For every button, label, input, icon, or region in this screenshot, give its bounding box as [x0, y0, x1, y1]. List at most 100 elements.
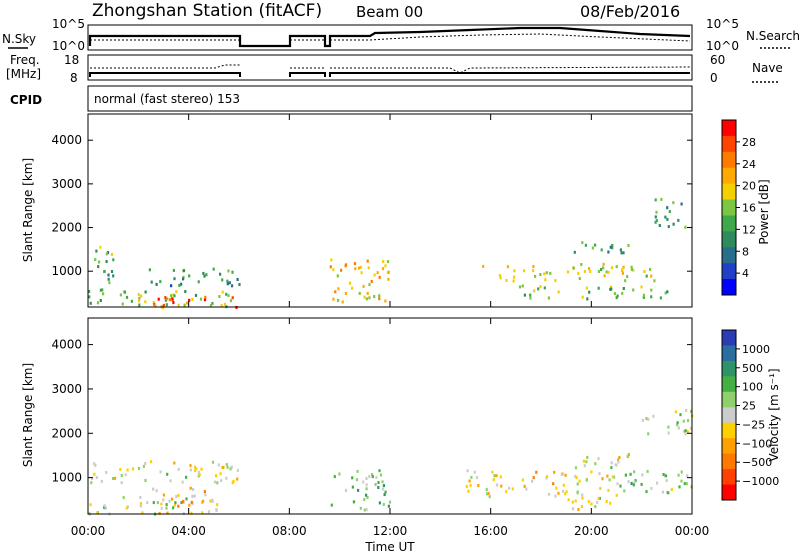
data-cell: [156, 501, 159, 505]
data-cell: [612, 475, 616, 479]
data-cell: [99, 299, 102, 302]
ytick-label: 4000: [51, 338, 82, 352]
data-cell: [363, 295, 366, 299]
colorbar-tick-label: 20: [742, 180, 756, 193]
data-cell: [99, 288, 102, 292]
data-cell: [97, 265, 100, 269]
colorbar-swatch: [722, 167, 736, 185]
data-cell: [227, 294, 230, 298]
data-cell: [359, 506, 362, 510]
data-cell: [683, 482, 686, 486]
data-cell: [512, 279, 515, 283]
data-cell: [368, 283, 371, 287]
data-cell: [337, 287, 340, 291]
data-cell: [658, 224, 661, 227]
data-cell: [154, 304, 157, 308]
data-cell: [603, 274, 606, 278]
data-cell: [374, 483, 377, 486]
data-cell: [365, 508, 368, 512]
data-cell: [589, 270, 592, 273]
data-cell: [171, 297, 174, 301]
data-cell: [543, 286, 546, 290]
data-cell: [378, 501, 381, 505]
data-cell: [539, 273, 542, 276]
data-cell: [194, 293, 198, 297]
nsky-strip: N.Sky 10^5 10^0 10^5 10^0 N.Search: [2, 17, 800, 53]
data-cell: [180, 282, 183, 286]
data-cell: [666, 217, 669, 221]
data-cell: [600, 268, 603, 271]
data-cell: [199, 297, 203, 301]
data-cell: [591, 246, 594, 250]
data-cell: [652, 414, 655, 418]
data-cell: [191, 494, 194, 498]
data-cell: [200, 467, 203, 471]
data-cell: [632, 268, 635, 272]
data-cell: [354, 267, 357, 271]
data-cell: [617, 458, 620, 462]
data-cell: [231, 284, 234, 288]
data-cell: [605, 499, 608, 503]
data-cell: [611, 246, 614, 250]
data-cell: [168, 298, 171, 302]
data-cell: [533, 289, 536, 293]
data-cell: [609, 285, 613, 289]
data-cell: [152, 487, 155, 491]
data-cell: [375, 475, 378, 479]
data-cell: [359, 265, 363, 269]
data-cell: [93, 472, 96, 476]
data-cell: [645, 417, 648, 420]
data-cell: [682, 419, 685, 423]
data-cell: [162, 498, 165, 502]
colorbar-tick-label: −500: [742, 456, 772, 469]
data-cell: [226, 465, 229, 469]
data-cell: [686, 474, 689, 478]
data-cell: [627, 453, 630, 457]
data-cell: [365, 487, 368, 491]
data-cell: [214, 474, 218, 478]
data-cell: [498, 274, 502, 278]
data-cell: [642, 295, 645, 299]
data-cell: [140, 294, 143, 298]
colorbar-tick-label: 1000: [742, 343, 770, 356]
data-cell: [549, 271, 552, 275]
data-cell: [119, 293, 122, 297]
data-cell: [112, 274, 115, 278]
data-cell: [93, 462, 96, 466]
nsearch-tick-top: 10^5: [706, 17, 739, 31]
colorbar-swatch: [722, 360, 736, 377]
data-cell: [119, 467, 122, 471]
data-cell: [344, 263, 348, 267]
xtick-label: 12:00: [373, 524, 408, 538]
data-cell: [523, 484, 526, 488]
data-cell: [684, 225, 687, 229]
nave-series: [90, 64, 691, 74]
xtick-label: 00:00: [71, 524, 106, 538]
data-cell: [202, 271, 205, 275]
data-cell: [89, 301, 92, 305]
data-cell: [597, 457, 600, 461]
data-cell: [566, 270, 570, 274]
data-cell: [162, 303, 165, 307]
xtick-label: 00:00: [675, 524, 710, 538]
colorbar-tick-label: 8: [742, 245, 749, 258]
data-cell: [194, 469, 197, 472]
data-cell: [152, 301, 155, 304]
data-cell: [332, 297, 335, 301]
data-cell: [511, 487, 514, 491]
data-cell: [103, 505, 106, 509]
data-cell: [571, 500, 574, 504]
data-cell: [665, 490, 669, 494]
power-yticks: 4000 3000 2000 1000: [51, 133, 692, 278]
velocity-panel: 4000 3000 2000 1000 Slant Range [km]: [21, 317, 694, 516]
data-cell: [667, 225, 670, 229]
data-cell: [465, 484, 468, 488]
colorbar-swatch: [722, 484, 736, 501]
data-cell: [682, 429, 686, 433]
data-cell: [358, 291, 361, 295]
data-cell: [121, 302, 124, 306]
data-cell: [539, 285, 542, 289]
data-cell: [173, 294, 176, 298]
data-cell: [567, 498, 570, 502]
data-cell: [610, 466, 613, 470]
